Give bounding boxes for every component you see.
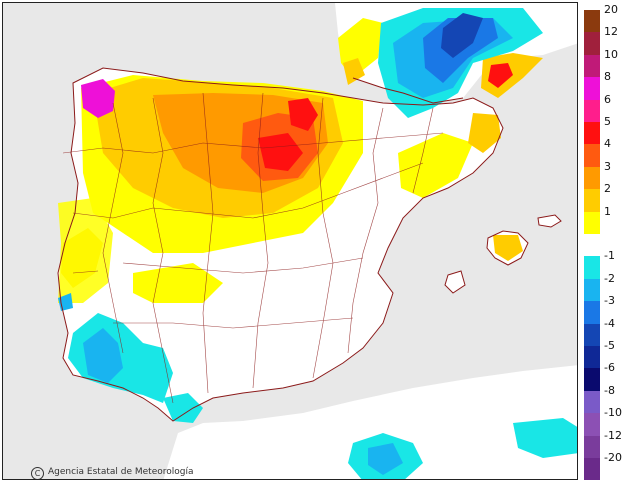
anomaly-minus4-france	[441, 13, 483, 58]
agency-credit-text: Agencia Estatal de Meteorología	[48, 467, 194, 477]
anomaly-plus5-east	[288, 98, 318, 131]
legend-swatch	[584, 10, 600, 33]
legend-swatch	[584, 368, 600, 391]
legend-label: 1	[604, 204, 611, 218]
legend-label: -10	[604, 406, 622, 420]
legend-swatch	[584, 301, 600, 324]
anomaly-plus4-roussillon	[488, 63, 513, 88]
legend-swatch	[584, 77, 600, 100]
legend-label: 20	[604, 3, 618, 16]
legend-swatch	[584, 323, 600, 346]
legend-swatch	[584, 234, 600, 257]
anomaly-minus2-morocco	[368, 443, 403, 475]
anomaly-minus2-andalusia	[83, 328, 123, 383]
anomaly-plus3-france	[343, 58, 365, 85]
legend-label: 10	[604, 47, 618, 61]
anomaly-plus1-mallorca	[493, 235, 523, 261]
anomaly-plus2-catalonia	[468, 113, 501, 153]
legend-label: 2	[604, 182, 611, 196]
legend-swatch	[584, 346, 600, 369]
temperature-anomaly-map	[3, 3, 577, 479]
legend-label: 6	[604, 92, 611, 106]
anomaly-minus1-algeria	[513, 418, 577, 458]
copyright-icon: C	[31, 467, 44, 479]
legend-label: -12	[604, 428, 622, 442]
ibiza-island	[445, 271, 465, 293]
legend-label: 3	[604, 159, 611, 173]
legend-label: -2	[604, 271, 615, 285]
legend-label: 8	[604, 70, 611, 84]
legend-swatch	[584, 189, 600, 212]
legend-swatch	[584, 54, 600, 78]
legend-label: -20	[604, 451, 622, 464]
north-africa-land	[163, 365, 577, 479]
anomaly-plus1-centre	[133, 263, 223, 303]
legend-swatch	[584, 166, 600, 190]
legend-label: -8	[604, 383, 615, 397]
legend-swatch	[584, 278, 600, 302]
agency-credit: C Agencia Estatal de Meteorología	[31, 467, 194, 479]
coastlines	[57, 67, 562, 422]
aemet-watermark: aemet	[493, 455, 555, 474]
legend-label: -4	[604, 316, 615, 330]
legend-swatch	[584, 211, 600, 234]
region-borders	[62, 92, 444, 404]
legend-swatch	[584, 435, 600, 458]
legend-label: -5	[604, 339, 615, 352]
anomaly-plus8-galicia	[81, 79, 115, 118]
legend-label: 12	[604, 25, 618, 39]
anomaly-plus5-core	[258, 133, 303, 171]
legend-label: 4	[604, 137, 611, 151]
legend-swatch	[584, 256, 600, 279]
legend-label: -6	[604, 361, 615, 375]
legend-swatch	[584, 122, 600, 145]
color-legend: 20 12 10 8 6 5 4 3 2 1 -1 -2 -3 -4 -5 -6 -8 -10 -12 -20	[584, 4, 630, 481]
legend-label: -3	[604, 294, 615, 308]
legend-swatch	[584, 413, 600, 436]
legend-label: 5	[604, 115, 611, 128]
legend-label: -1	[604, 249, 615, 263]
legend-swatch	[584, 144, 600, 167]
anomaly-plus1-levante	[398, 133, 473, 198]
anomaly-minus1-strait	[163, 393, 203, 423]
legend-swatch	[584, 458, 600, 481]
legend-swatch	[584, 99, 600, 122]
legend-swatch	[584, 390, 600, 414]
legend-swatch	[584, 32, 600, 55]
map-panel: aemet C Agencia Estatal de Meteorología	[2, 2, 578, 480]
